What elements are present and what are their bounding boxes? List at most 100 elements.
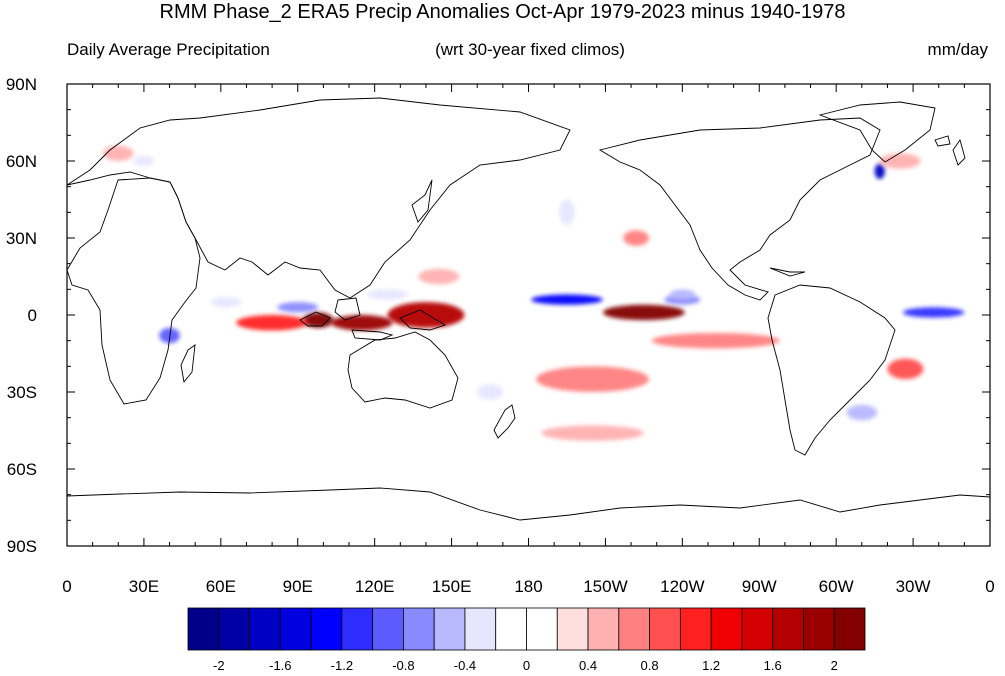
lon-label: 90E [283,577,313,596]
colorbar-swatch [433,607,466,651]
colorbar-swatch [403,607,435,651]
coast-new-zealand [493,404,516,439]
anomaly-blob [669,289,696,300]
colorbar-tick-label: -2 [213,658,225,673]
coast-greenland [818,101,936,163]
lat-label: 60N [6,152,37,171]
lon-label: 60W [819,577,854,596]
lat-label: 60S [7,460,37,479]
coast-japan [411,179,433,223]
lat-label: 0 [28,306,37,325]
colorbar-swatch [249,607,281,651]
anomaly-blob [602,304,685,321]
colorbar-tick-label: 1.6 [764,658,782,673]
anomaly-blob [210,297,242,308]
coast-eurasia [67,97,571,299]
coastlines [67,97,990,521]
map-background [67,84,990,546]
units-label: mm/day [927,40,988,59]
anomaly-blob [879,153,921,169]
colorbar-tick-label: -0.4 [454,658,476,673]
anomaly-blob [559,199,575,226]
colorbar-swatch [679,607,712,651]
anomaly-blob [541,425,644,441]
anomaly-blob [531,294,603,305]
anomaly-blob [236,315,309,331]
coast-australia [347,331,459,409]
anomaly-blob [387,302,465,328]
anomaly-blob [651,332,780,349]
lon-label: 30W [896,577,931,596]
colorbar-tick-label: -1.2 [331,658,353,673]
coast-south-america [767,284,896,456]
colorbar-swatch [372,607,404,651]
anomaly-blob [477,384,503,400]
longitude-labels: 0 30E 60E 90E 120E 150E 180 150W 120W 90W 60W 30W 0 [62,577,994,596]
lon-label: 60E [206,577,236,596]
colorbar-labels: -2 -1.6 -1.2 -0.8 -0.4 0 0.4 0.8 1.2 1.6 2 [213,658,838,673]
colorbar-swatch [341,607,374,651]
colorbar-swatch [618,607,650,651]
colorbar-swatch [710,607,743,651]
coast-caribbean [769,267,806,277]
chart-title: RMM Phase_2 ERA5 Precip Anomalies Oct-Ap… [159,1,846,23]
colorbar-tick-label: 2 [831,658,838,673]
coast-maritime-continent [299,297,447,341]
anomaly-blob [366,289,408,300]
colorbar-swatch [772,607,804,651]
lat-label: 90N [6,75,37,94]
colorbar-swatch [526,607,558,651]
lon-label: 120E [355,577,395,596]
colorbar-swatch [218,607,250,651]
latitude-labels: 90N 60N 30N 0 30S 60S 90S [6,75,37,556]
lon-label: 180 [514,577,542,596]
anomaly-blob [133,155,155,167]
coast-iceland [934,135,951,147]
lat-label: 30N [6,229,37,248]
anomaly-blob [331,315,393,331]
coast-uk [952,138,966,166]
colorbar-swatch [279,607,312,651]
colorbar-swatch [556,607,589,651]
colorbar-swatch [833,607,866,651]
anomaly-blob [887,358,924,380]
colorbar-swatch [649,607,681,651]
colorbar-tick-label: -1.6 [269,658,291,673]
anomaly-blob [846,404,878,421]
anomaly-blob [418,268,460,285]
anomaly-blob [102,145,134,161]
colorbar-tick-label: 0.8 [641,658,659,673]
anomaly-blob [536,366,650,392]
lon-label: 90W [742,577,777,596]
lon-label: 150E [432,577,472,596]
lat-label: 30S [7,383,37,402]
lat-label: 90S [7,537,37,556]
anomaly-blob [623,230,650,246]
colorbar-tick-label: -0.8 [392,658,414,673]
colorbar-tick-label: 0.4 [579,658,597,673]
lon-label: 150W [583,577,627,596]
coast-north-america [598,117,881,301]
colorbar-swatch [741,607,774,651]
colorbar-swatch [587,607,620,651]
lon-label: 30E [129,577,159,596]
colorbar [187,607,866,651]
lon-label: 0 [62,577,71,596]
subtitle-center: (wrt 30-year fixed climos) [435,40,625,59]
anomaly-blob [902,307,965,318]
subtitle-left: Daily Average Precipitation [67,40,270,59]
colorbar-swatch [187,607,220,651]
colorbar-tick-label: 0 [523,658,530,673]
lon-label: 120W [660,577,704,596]
anomaly-field [102,145,965,441]
colorbar-swatch [464,607,497,651]
colorbar-swatch [310,607,343,651]
coast-antarctica [67,487,990,521]
colorbar-swatch [495,607,527,651]
coast-madagascar [180,344,196,384]
anomaly-blob [277,302,319,313]
anomaly-blob [874,163,885,179]
colorbar-tick-label: 1.2 [702,658,720,673]
lon-label: 0 [985,577,994,596]
